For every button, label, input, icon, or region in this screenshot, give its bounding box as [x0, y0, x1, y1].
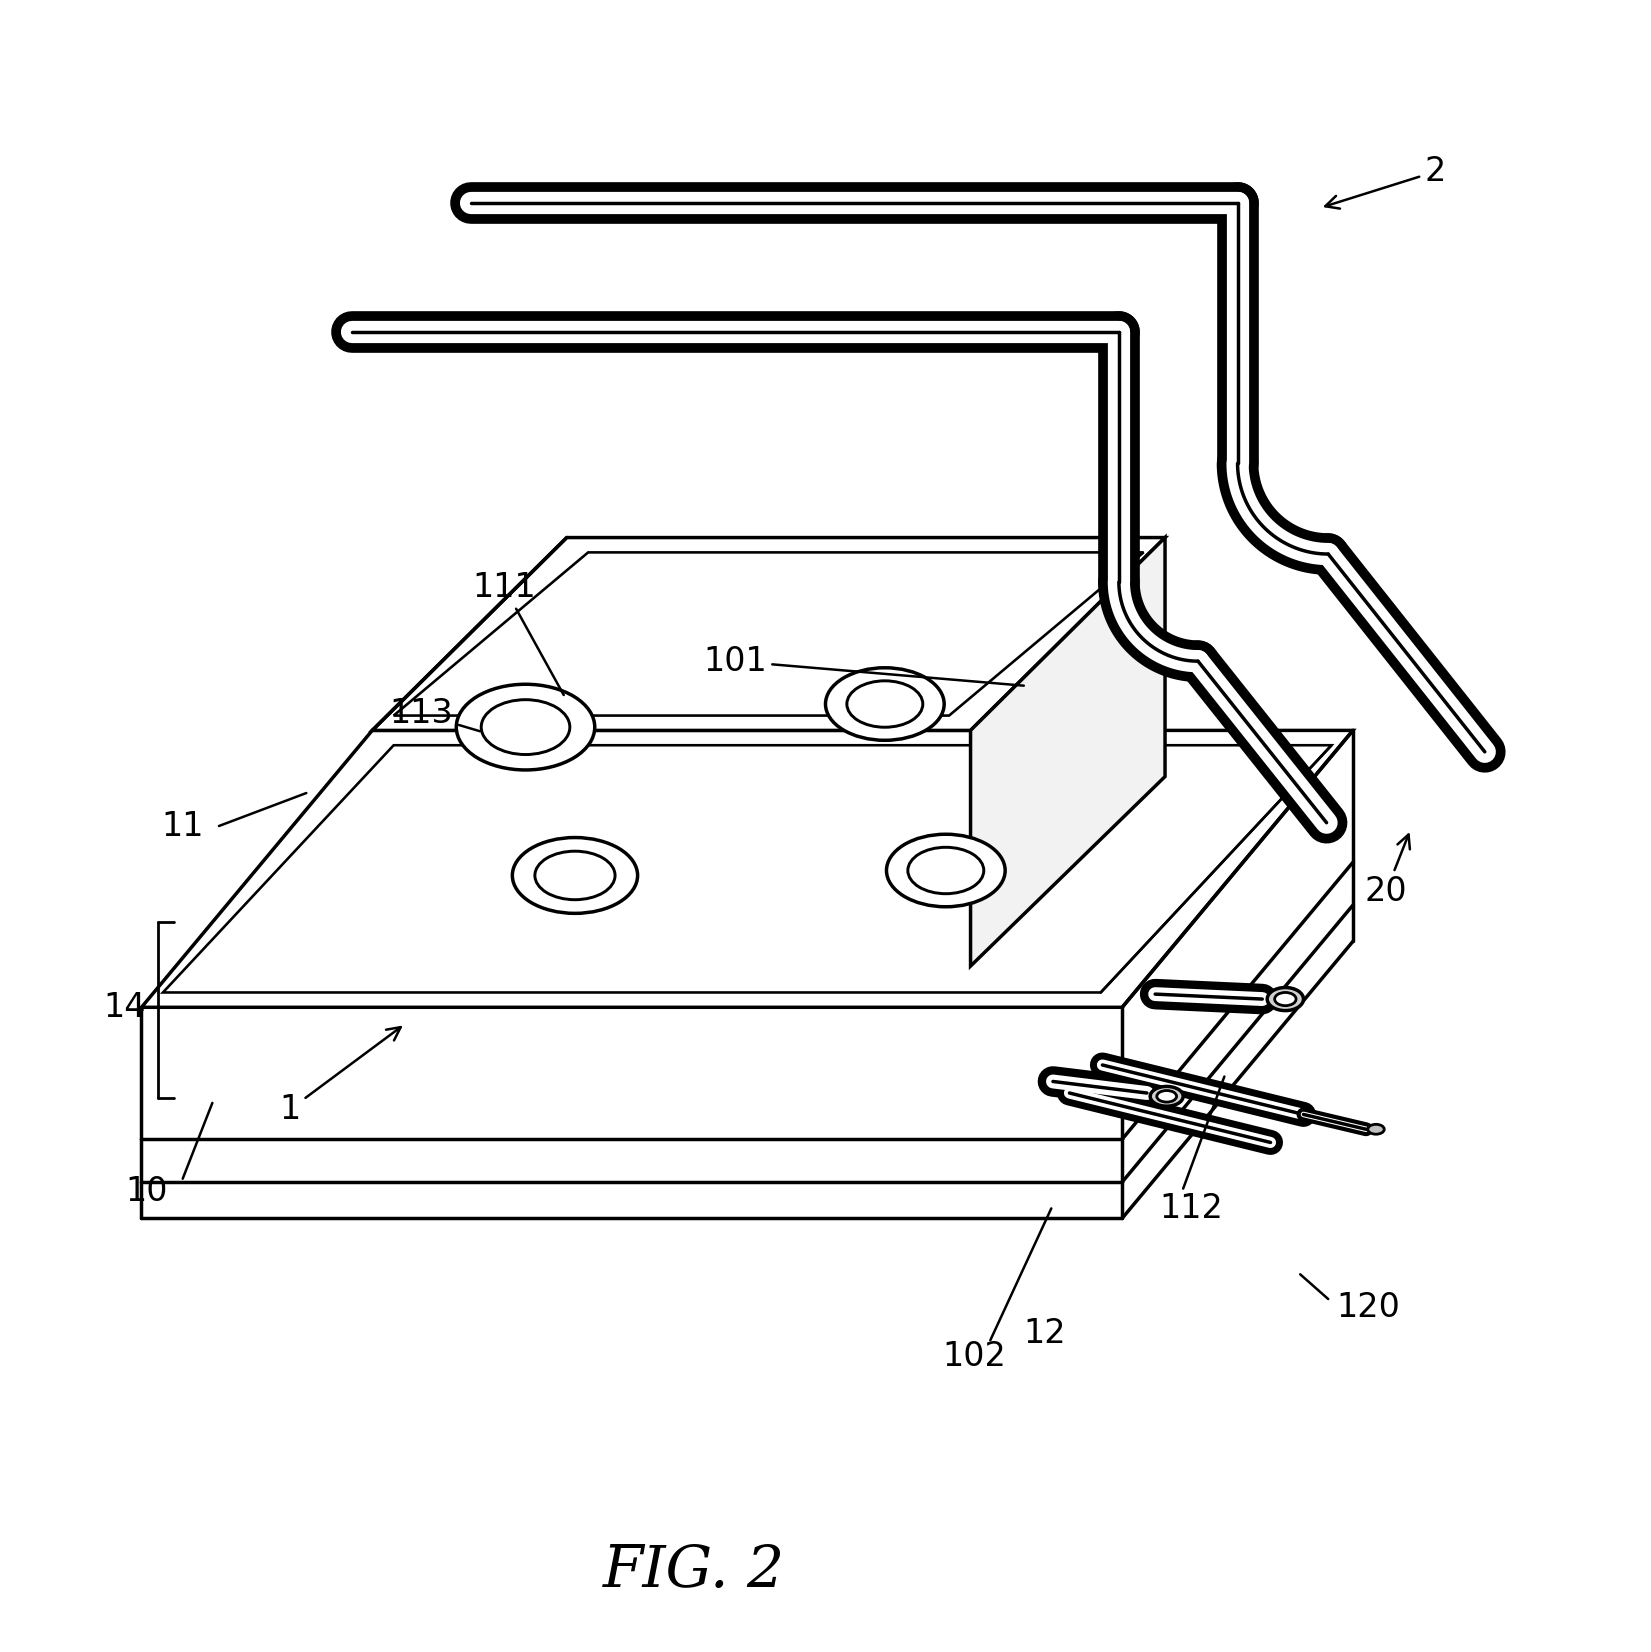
Ellipse shape [456, 684, 594, 770]
Text: 2: 2 [1326, 155, 1446, 208]
Text: 20: 20 [1365, 834, 1410, 909]
Ellipse shape [887, 834, 1005, 907]
Text: 120: 120 [1336, 1290, 1400, 1323]
Text: 12: 12 [1024, 1317, 1067, 1350]
Ellipse shape [1151, 1087, 1184, 1107]
Polygon shape [971, 537, 1166, 966]
Text: 112: 112 [1159, 1191, 1223, 1224]
Polygon shape [142, 730, 1352, 1008]
Text: 102: 102 [943, 1340, 1005, 1373]
Ellipse shape [1268, 988, 1304, 1011]
Text: 10: 10 [125, 1176, 168, 1208]
Polygon shape [371, 537, 1166, 730]
Text: 113: 113 [390, 697, 480, 732]
Text: 11: 11 [162, 809, 205, 843]
Text: 14: 14 [104, 991, 147, 1024]
Text: 111: 111 [472, 570, 563, 695]
Text: 101: 101 [703, 644, 1024, 686]
Text: FIG. 2: FIG. 2 [603, 1543, 784, 1599]
Text: 1: 1 [279, 1028, 401, 1127]
Ellipse shape [1367, 1125, 1384, 1135]
Ellipse shape [512, 838, 637, 914]
Ellipse shape [826, 667, 944, 740]
Ellipse shape [1275, 993, 1296, 1006]
Ellipse shape [1157, 1090, 1177, 1102]
